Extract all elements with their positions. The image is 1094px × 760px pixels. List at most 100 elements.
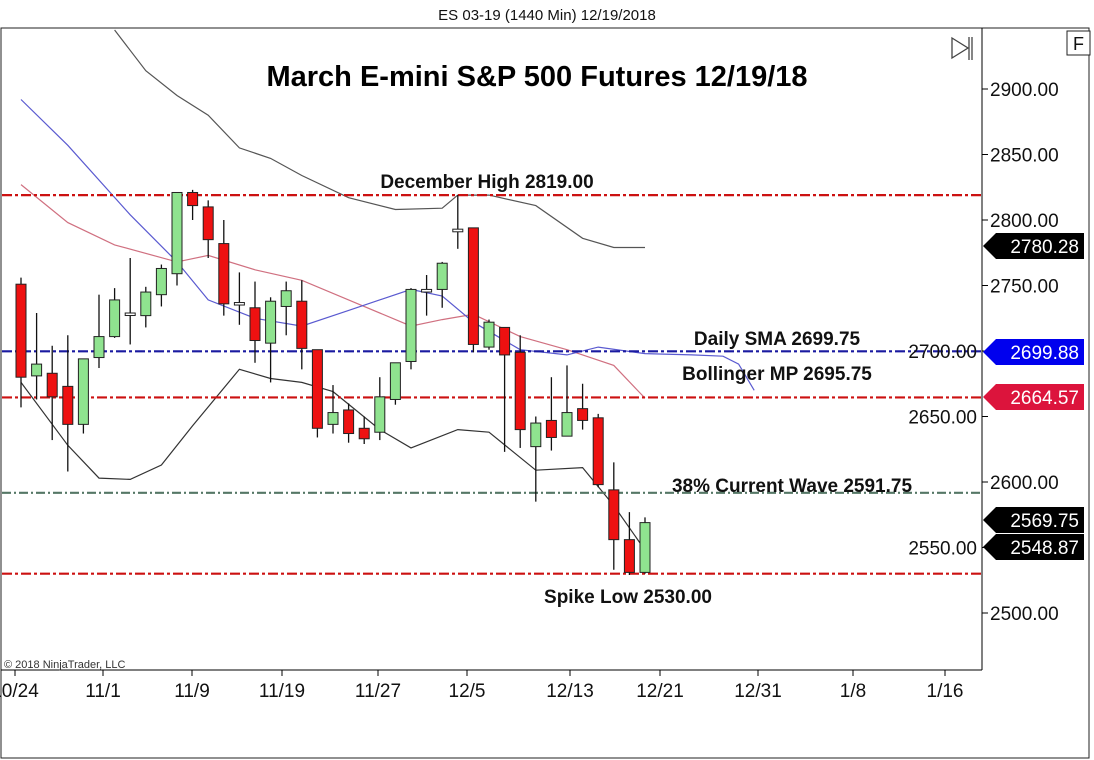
x-tick-label: 11/9 (174, 681, 210, 702)
candle-body (514, 351, 526, 431)
x-tick-label: 12/31 (734, 681, 782, 702)
plot-frame (0, 27, 1090, 759)
candle (265, 297, 277, 383)
candle-body (467, 227, 479, 345)
scroll-to-end-icon (951, 36, 973, 60)
price-marker-tag (983, 384, 1084, 410)
y-tick-label: 2500.00 (990, 604, 1059, 625)
price-marker-label: 2699.88 (1010, 343, 1079, 364)
candle (187, 189, 199, 220)
candle (296, 280, 308, 370)
candle (405, 288, 417, 370)
candle (327, 385, 339, 434)
candle-body (202, 206, 214, 241)
candle-body (265, 300, 277, 344)
candle (46, 345, 58, 441)
candle (280, 281, 292, 336)
y-tick-label: 2850.00 (990, 146, 1059, 167)
candle-body (187, 191, 199, 207)
candle (140, 286, 152, 328)
y-tick-label: 2800.00 (990, 211, 1059, 232)
candle-body (592, 417, 604, 486)
price-marker-label: 2569.75 (1010, 511, 1079, 532)
candle-body (171, 191, 183, 275)
y-tick-label: 2600.00 (990, 473, 1059, 494)
candle-body (639, 522, 651, 573)
candle (124, 257, 136, 345)
candle (561, 365, 573, 437)
chart-title: March E-mini S&P 500 Futures 12/19/18 (266, 61, 807, 93)
candle-body (124, 312, 136, 317)
candle (389, 362, 401, 405)
candle-body (218, 243, 230, 305)
candle-body (233, 302, 245, 306)
candle (436, 261, 448, 308)
level-annotation: Bollinger MP 2695.75 (682, 364, 872, 385)
candle-body (93, 336, 105, 359)
candle-body (358, 427, 370, 440)
price-marker-tag (983, 534, 1084, 560)
price-marker-label: 2548.87 (1010, 538, 1079, 559)
candle (530, 416, 542, 502)
candle (623, 512, 635, 576)
candle (93, 294, 105, 369)
candle (171, 191, 183, 286)
candle (639, 517, 651, 574)
candle (15, 277, 27, 408)
candle-body (499, 326, 511, 356)
candle (545, 377, 557, 451)
x-tick-label: 11/19 (259, 681, 305, 702)
level-annotation: Daily SMA 2699.75 (694, 329, 861, 350)
price-marker: 2664.57 (983, 384, 1084, 410)
price-marker-tag (983, 339, 1084, 365)
candle (233, 272, 245, 325)
candle-body (62, 385, 74, 425)
x-tick-label: 11/27 (355, 681, 401, 702)
candle-body (31, 363, 43, 377)
candle (218, 220, 230, 316)
upper-band-line (114, 29, 645, 249)
y-tick-label: 2650.00 (908, 408, 977, 429)
candle-body (77, 358, 89, 425)
candle (608, 462, 620, 570)
candle (249, 281, 261, 363)
candle (77, 358, 89, 434)
price-marker-tag (983, 507, 1084, 533)
level-annotation: 38% Current Wave 2591.75 (672, 476, 913, 497)
middle-band-line (20, 184, 646, 399)
candle-body (311, 349, 323, 429)
candle-body (577, 408, 589, 421)
price-marker: 2699.88 (983, 339, 1084, 365)
candle (514, 335, 526, 448)
f-button[interactable]: F (1066, 30, 1091, 56)
x-tick-label: 12/5 (449, 681, 486, 702)
y-tick-label: 2750.00 (990, 277, 1059, 298)
candle-body (530, 422, 542, 448)
candle (467, 227, 479, 353)
candle-body (327, 412, 339, 425)
candle (311, 349, 323, 438)
price-marker-label: 2780.28 (1010, 237, 1079, 258)
price-marker: 2569.75 (983, 507, 1084, 533)
candle (577, 383, 589, 430)
f-button-label: F (1073, 34, 1084, 54)
candle (374, 377, 386, 441)
scroll-to-end-button[interactable] (951, 36, 973, 60)
chart-header: ES 03-19 (1440 Min) 12/19/2018 (438, 7, 656, 24)
x-tick-label: 1/8 (840, 681, 866, 702)
candle-body (296, 300, 308, 349)
candle-body (405, 288, 417, 362)
candle-body (389, 362, 401, 400)
candle (155, 264, 167, 307)
price-marker: 2780.28 (983, 233, 1084, 259)
candle-body (608, 489, 620, 541)
candle (343, 403, 355, 443)
candle-body (483, 321, 495, 348)
candle-body (140, 291, 152, 317)
x-tick-label: 12/21 (636, 681, 684, 702)
x-tick-label: 10/24 (0, 681, 39, 702)
candle (109, 288, 121, 338)
candle-body (343, 409, 355, 435)
candle-body (374, 396, 386, 433)
